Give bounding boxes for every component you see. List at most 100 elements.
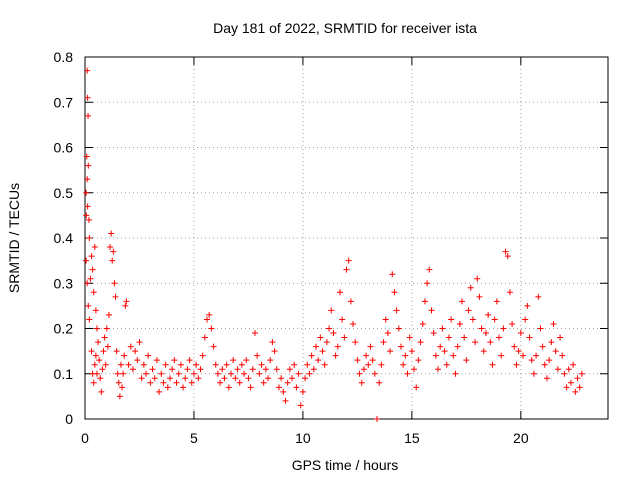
- data-point: [195, 375, 202, 382]
- data-point: [365, 361, 372, 368]
- data-point: [567, 379, 574, 386]
- data-point: [448, 316, 455, 323]
- data-point: [151, 375, 158, 382]
- data-point: [206, 311, 213, 318]
- y-tick-label: 0.4: [54, 230, 74, 246]
- x-axis-label: GPS time / hours: [292, 457, 399, 473]
- data-point: [358, 379, 365, 386]
- data-point: [93, 325, 100, 332]
- data-point: [258, 361, 265, 368]
- data-point: [254, 352, 261, 359]
- data-point: [472, 339, 479, 346]
- data-point: [461, 334, 468, 341]
- data-point: [546, 357, 553, 364]
- data-point: [156, 388, 163, 395]
- data-point: [115, 379, 122, 386]
- data-point: [299, 388, 306, 395]
- data-point: [463, 357, 470, 364]
- data-point: [356, 370, 363, 377]
- data-point: [109, 257, 116, 264]
- data-point: [234, 366, 241, 373]
- data-point: [304, 361, 311, 368]
- data-point: [289, 375, 296, 382]
- data-point: [99, 366, 106, 373]
- data-point: [376, 379, 383, 386]
- data-point: [88, 253, 95, 260]
- data-point: [487, 339, 494, 346]
- data-point: [136, 339, 143, 346]
- data-point: [312, 343, 319, 350]
- data-point: [93, 370, 100, 377]
- data-point: [122, 302, 129, 309]
- data-point: [397, 343, 404, 350]
- data-point: [171, 357, 178, 364]
- data-point: [336, 289, 343, 296]
- data-point: [476, 293, 483, 300]
- data-point: [293, 384, 300, 391]
- data-point: [95, 339, 102, 346]
- data-point: [384, 330, 391, 337]
- data-point: [557, 334, 564, 341]
- data-point: [273, 366, 280, 373]
- data-point: [201, 334, 208, 341]
- data-point: [184, 366, 191, 373]
- data-point: [347, 298, 354, 305]
- data-point: [454, 343, 461, 350]
- data-point: [435, 366, 442, 373]
- data-point: [520, 352, 527, 359]
- data-point: [509, 320, 516, 327]
- y-tick-label: 0.3: [54, 275, 74, 291]
- data-point: [127, 343, 134, 350]
- data-point: [249, 366, 256, 373]
- data-point: [247, 384, 254, 391]
- data-point: [217, 379, 224, 386]
- y-ticks: 0 0.1 0.2 0.3 0.4 0.5 0.6 0.7 0.8: [54, 49, 608, 427]
- data-point: [402, 352, 409, 359]
- data-point: [535, 293, 542, 300]
- data-point: [182, 375, 189, 382]
- data-point: [199, 352, 206, 359]
- y-axis-label: SRMTID / TECUs: [6, 183, 22, 293]
- data-point: [91, 244, 98, 251]
- data-point: [138, 375, 145, 382]
- data-point: [326, 325, 333, 332]
- data-point: [363, 352, 370, 359]
- data-point: [421, 298, 428, 305]
- data-point: [360, 366, 367, 373]
- data-point: [456, 320, 463, 327]
- data-point: [230, 357, 237, 364]
- data-point: [291, 361, 298, 368]
- data-point: [354, 357, 361, 364]
- data-point: [120, 370, 127, 377]
- data-point: [415, 357, 422, 364]
- data-point: [406, 334, 413, 341]
- data-point: [143, 370, 150, 377]
- data-point: [389, 271, 396, 278]
- data-point: [225, 384, 232, 391]
- data-point: [112, 293, 119, 300]
- data-point: [334, 343, 341, 350]
- data-point: [119, 384, 126, 391]
- data-point: [517, 330, 524, 337]
- data-point: [92, 307, 99, 314]
- data-point: [107, 244, 114, 251]
- data-point: [419, 320, 426, 327]
- y-tick-label: 0.7: [54, 94, 74, 110]
- data-point: [393, 307, 400, 314]
- data-point: [474, 275, 481, 282]
- data-point: [262, 366, 269, 373]
- data-point: [223, 361, 230, 368]
- data-point: [83, 189, 90, 196]
- data-point: [533, 352, 540, 359]
- data-point: [424, 280, 431, 287]
- data-point: [96, 357, 103, 364]
- data-point: [121, 352, 128, 359]
- data-point: [111, 280, 118, 287]
- data-point: [561, 370, 568, 377]
- data-point: [482, 330, 489, 337]
- data-point: [489, 361, 496, 368]
- data-point: [530, 370, 537, 377]
- data-point: [88, 348, 95, 355]
- y-tick-label: 0.6: [54, 140, 74, 156]
- data-point: [498, 352, 505, 359]
